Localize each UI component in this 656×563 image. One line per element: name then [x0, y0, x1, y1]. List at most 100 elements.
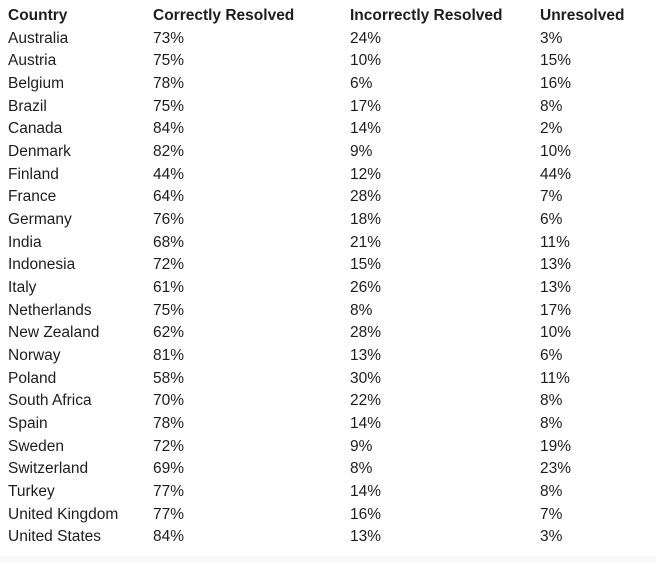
value-cell: 13%	[350, 528, 382, 546]
country-cell: Germany	[8, 211, 72, 229]
table-row: Belgium 78% 6% 16%	[8, 73, 656, 96]
value-cell: 64%	[153, 188, 185, 206]
value-cell: 13%	[540, 256, 572, 274]
country-cell: Switzerland	[8, 460, 89, 478]
value-cell: 44%	[540, 165, 572, 183]
country-cell: Belgium	[8, 75, 64, 93]
column-header: Unresolved	[540, 7, 625, 24]
value-cell: 3%	[540, 29, 563, 47]
table-row: Finland 44% 12% 44%	[8, 164, 656, 187]
country-cell: Norway	[8, 347, 61, 365]
value-cell: 16%	[540, 75, 572, 93]
value-cell: 62%	[153, 324, 185, 342]
value-cell: 11%	[540, 369, 570, 387]
value-cell: 72%	[153, 256, 185, 274]
country-cell: Finland	[8, 165, 59, 183]
value-cell: 21%	[350, 233, 382, 251]
value-cell: 8%	[540, 415, 563, 433]
country-cell: Brazil	[8, 97, 47, 115]
value-cell: 17%	[350, 97, 382, 115]
value-cell: 76%	[153, 211, 185, 229]
value-cell: 6%	[350, 75, 373, 93]
country-cell: India	[8, 233, 42, 251]
country-cell: Canada	[8, 120, 63, 138]
value-cell: 13%	[350, 347, 382, 365]
table-row: Denmark 82% 9% 10%	[8, 141, 656, 164]
table-row: United Kingdom 77% 16% 7%	[8, 504, 656, 527]
value-cell: 9%	[350, 437, 373, 455]
table-row: Germany 76% 18% 6%	[8, 209, 656, 232]
country-cell: France	[8, 188, 57, 206]
value-cell: 6%	[540, 211, 563, 229]
table-row: Brazil 75% 17% 8%	[8, 96, 656, 119]
table-row: Switzerland 69% 8% 23%	[8, 458, 656, 481]
table-body: Australia 73% 24% 3% Austria 75% 10% 15% Belgium…	[8, 28, 656, 549]
value-cell: 8%	[350, 460, 373, 478]
column-header: Country	[8, 7, 68, 24]
value-cell: 19%	[540, 437, 572, 455]
value-cell: 26%	[350, 279, 382, 297]
value-cell: 2%	[540, 120, 563, 138]
value-cell: 84%	[153, 120, 185, 138]
country-cell: United States	[8, 528, 102, 546]
country-cell: South Africa	[8, 392, 92, 410]
value-cell: 9%	[350, 143, 373, 161]
country-cell: Italy	[8, 279, 37, 297]
value-cell: 14%	[350, 483, 382, 501]
table-row: South Africa 70% 22% 8%	[8, 390, 656, 413]
table-row: Italy 61% 26% 13%	[8, 277, 656, 300]
table-row: Indonesia 72% 15% 13%	[8, 254, 656, 277]
table-row: Turkey 77% 14% 8%	[8, 481, 656, 504]
country-cell: Turkey	[8, 483, 55, 501]
value-cell: 73%	[153, 29, 185, 47]
country-cell: Sweden	[8, 437, 65, 455]
value-cell: 8%	[540, 392, 563, 410]
value-cell: 14%	[350, 120, 382, 138]
value-cell: 7%	[540, 505, 563, 523]
value-cell: 78%	[153, 415, 185, 433]
value-cell: 14%	[350, 415, 382, 433]
value-cell: 28%	[350, 188, 382, 206]
value-cell: 13%	[540, 279, 572, 297]
country-cell: United Kingdom	[8, 505, 119, 523]
value-cell: 10%	[540, 324, 572, 342]
table-row: France 64% 28% 7%	[8, 186, 656, 209]
value-cell: 77%	[153, 505, 185, 523]
value-cell: 12%	[350, 165, 382, 183]
value-cell: 58%	[153, 369, 185, 387]
value-cell: 23%	[540, 460, 572, 478]
value-cell: 15%	[350, 256, 382, 274]
table-row: Netherlands 75% 8% 17%	[8, 300, 656, 323]
value-cell: 22%	[350, 392, 382, 410]
value-cell: 84%	[153, 528, 185, 546]
value-cell: 75%	[153, 52, 185, 70]
value-cell: 3%	[540, 528, 563, 546]
table-row: United States 84% 13% 3%	[8, 526, 656, 549]
value-cell: 75%	[153, 301, 185, 319]
value-cell: 18%	[350, 211, 382, 229]
value-cell: 17%	[540, 301, 572, 319]
country-cell: Indonesia	[8, 256, 76, 274]
value-cell: 7%	[540, 188, 563, 206]
table-row: Canada 84% 14% 2%	[8, 118, 656, 141]
value-cell: 44%	[153, 165, 185, 183]
table-row: Poland 58% 30% 11%	[8, 368, 656, 391]
value-cell: 15%	[540, 52, 572, 70]
value-cell: 77%	[153, 483, 185, 501]
value-cell: 81%	[153, 347, 185, 365]
table-header-row: Country Correctly Resolved Incorrectly Res…	[8, 5, 656, 28]
value-cell: 72%	[153, 437, 185, 455]
table-row: India 68% 21% 11%	[8, 232, 656, 255]
column-header: Correctly Resolved	[153, 7, 295, 24]
table-row: Norway 81% 13% 6%	[8, 345, 656, 368]
country-cell: Spain	[8, 415, 48, 433]
country-cell: Netherlands	[8, 301, 92, 319]
table-row: New Zealand 62% 28% 10%	[8, 322, 656, 345]
table-row: Australia 73% 24% 3%	[8, 28, 656, 51]
country-cell: New Zealand	[8, 324, 100, 342]
value-cell: 10%	[350, 52, 382, 70]
table-row: Sweden 72% 9% 19%	[8, 436, 656, 459]
value-cell: 82%	[153, 143, 185, 161]
country-resolution-table: Country Correctly Resolved Incorrectly Res…	[8, 5, 656, 549]
country-cell: Denmark	[8, 143, 71, 161]
